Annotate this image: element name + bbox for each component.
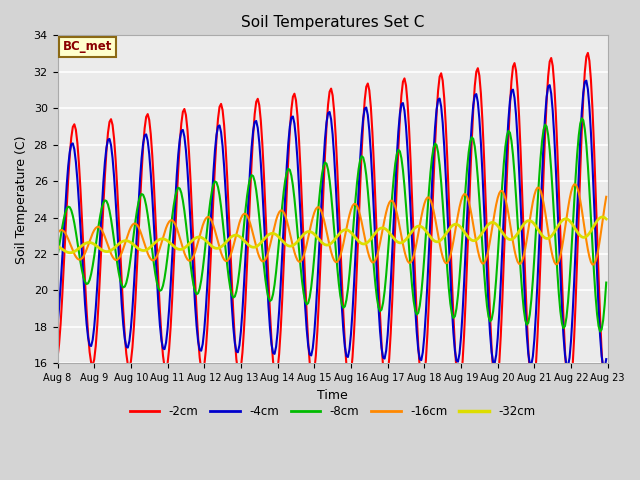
Legend: -2cm, -4cm, -8cm, -16cm, -32cm: -2cm, -4cm, -8cm, -16cm, -32cm — [125, 401, 540, 423]
Title: Soil Temperatures Set C: Soil Temperatures Set C — [241, 15, 424, 30]
Y-axis label: Soil Temperature (C): Soil Temperature (C) — [15, 135, 28, 264]
X-axis label: Time: Time — [317, 389, 348, 402]
Text: BC_met: BC_met — [63, 40, 113, 53]
